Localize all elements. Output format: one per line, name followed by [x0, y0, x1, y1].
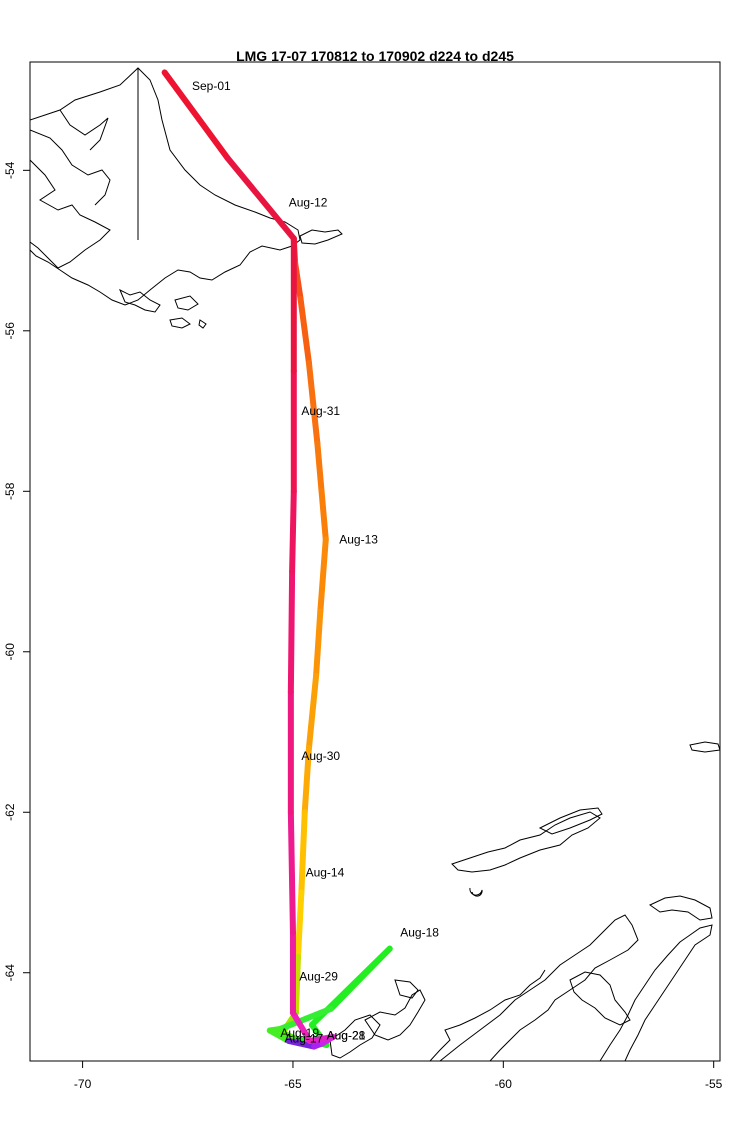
anvers-island: [364, 989, 426, 1041]
track-segment: [327, 945, 393, 1012]
track-segment: [297, 295, 312, 366]
y-tick-label: -54: [3, 161, 17, 179]
y-tick-label: -64: [3, 964, 17, 982]
plot-frame: [29, 61, 721, 1062]
track-segment: [289, 488, 297, 575]
track-segment: [224, 155, 297, 242]
date-label: Aug-31: [301, 404, 340, 418]
south-shetland-islands: [451, 811, 601, 873]
x-tick-label: -55: [705, 1077, 723, 1091]
date-label: Aug-19: [280, 1026, 319, 1040]
date-labels: Sep-01 Aug-12 Aug-31 Aug-13 Aug-30 Aug-14 Aug-…: [192, 79, 439, 1045]
track-segment: [287, 568, 296, 695]
tierra-del-fuego-coast: [30, 67, 301, 306]
elephant-island: [689, 741, 720, 753]
date-label: Aug-18: [400, 926, 439, 940]
date-label: Aug-12: [289, 195, 328, 209]
inner-coast: [30, 129, 111, 206]
date-label: Aug-14: [306, 865, 345, 879]
joinville-island: [649, 895, 713, 921]
small-island: [198, 319, 207, 329]
track-segment: [295, 889, 305, 960]
date-label: Sep-01: [192, 79, 231, 93]
brabant-island: [394, 979, 419, 999]
ship-track: [161, 69, 393, 1050]
map-title: LMG 17-07 170812 to 170902 d224 to d245: [236, 48, 514, 64]
track-segment: [287, 809, 296, 936]
track-segment: [317, 536, 329, 615]
deception-island: [469, 887, 483, 897]
wollaston-islands: [169, 317, 191, 329]
date-label: Aug-30: [301, 749, 340, 763]
track-segment: [305, 359, 321, 447]
king-george-island: [538, 807, 603, 835]
track-segment: [318, 488, 329, 543]
date-label: Aug-29: [299, 970, 338, 984]
fjord-coast: [30, 159, 111, 269]
track-segment: [292, 953, 302, 1016]
track-segment: [306, 1033, 336, 1044]
track-segment: [161, 69, 231, 162]
bransfield-coast: [429, 969, 546, 1061]
track-segment: [305, 672, 320, 752]
y-tick-label: -62: [3, 803, 17, 821]
track-segment: [285, 1037, 317, 1050]
track-segment: [314, 440, 325, 495]
date-label: Aug-21: [327, 1028, 366, 1042]
magellan-channel: [59, 109, 109, 151]
james-ross-island: [569, 971, 631, 1026]
palmer-region: [329, 1014, 381, 1059]
y-axis: -54 -56 -58 -60 -62 -64: [3, 161, 30, 981]
date-label: Aug-17: [285, 1032, 324, 1046]
antarctic-peninsula-coast: [439, 914, 639, 1061]
track-segment: [277, 1005, 334, 1032]
track-segment: [289, 1009, 313, 1044]
track-segment: [266, 1027, 292, 1044]
y-tick-label: -60: [3, 643, 17, 661]
x-axis: -70 -65 -60 -55: [74, 1061, 723, 1091]
x-tick-label: -60: [495, 1077, 513, 1091]
cape-horn-islands: [119, 288, 161, 313]
date-label: Aug-28: [327, 1028, 366, 1042]
staten-island: [299, 229, 343, 245]
y-tick-label: -56: [3, 322, 17, 340]
date-label: Aug-13: [339, 532, 378, 546]
track-segment: [298, 809, 308, 896]
track-segment: [313, 608, 324, 679]
track-segment: [301, 745, 312, 816]
peninsula-east-coast: [599, 924, 713, 1061]
y-tick-label: -58: [3, 482, 17, 500]
coastlines: [30, 67, 720, 1061]
x-tick-label: -70: [74, 1077, 92, 1091]
x-tick-label: -65: [284, 1077, 302, 1091]
navarino-island: [174, 295, 199, 311]
